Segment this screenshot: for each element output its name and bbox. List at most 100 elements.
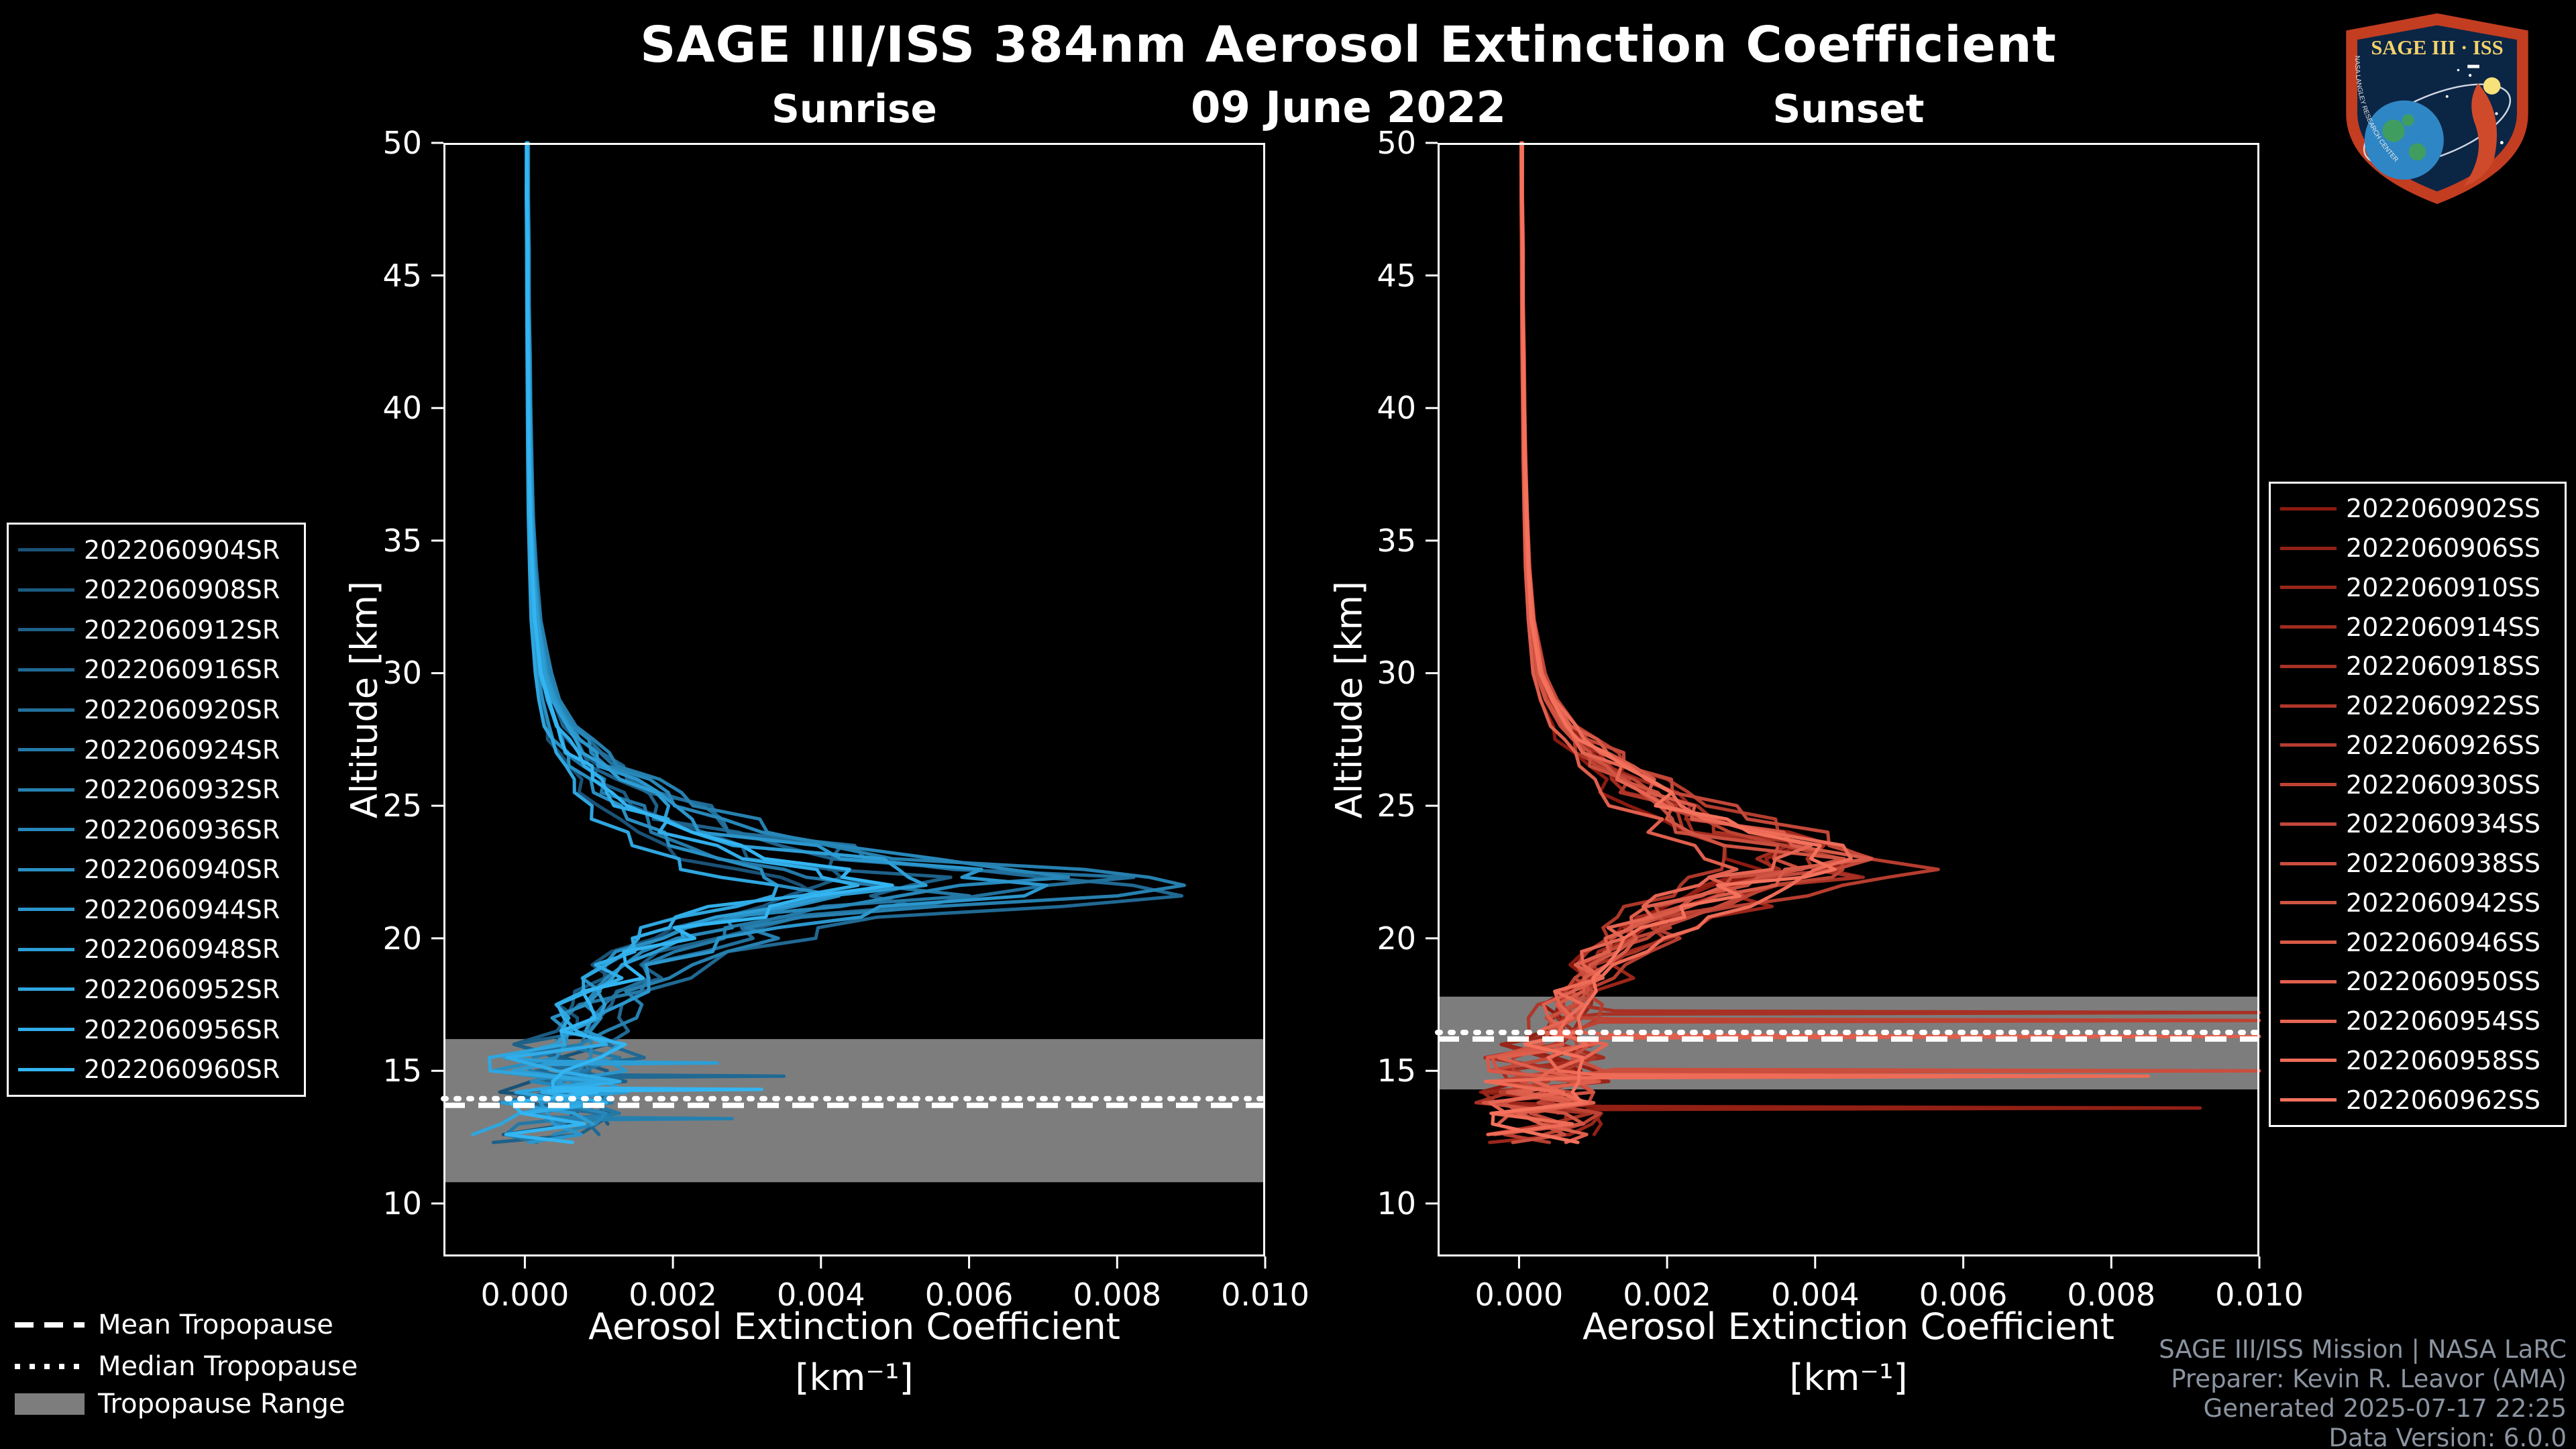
legend-item: 2022060958SS [2280,1046,2555,1075]
sunrise-plot-area: 0.000 0.002 0.004 0.006 0.008 0.010 10 15 20 25 30… [382,125,1309,1313]
legend-label: 2022060926SS [2346,730,2541,760]
legend-line-swatch [2280,1059,2337,1063]
profile-line [1481,141,1874,1144]
legend-label: 2022060946SS [2346,927,2541,957]
legend-line-swatch [2280,625,2337,629]
logo-iss [2467,64,2479,68]
legend-label: 2022060960SR [84,1055,280,1085]
sunset-plot-area: 0.000 0.002 0.004 0.006 0.008 0.010 10 15 20 25 30… [1377,125,2303,1313]
legend-item: 2022060918SS [2280,651,2555,681]
y-tick-label: 30 [382,655,422,692]
y-tick-label: 20 [1377,920,1416,957]
legend-label: 2022060906SS [2346,533,2541,564]
sage-iii-iss-mission-logo: SAGE III · ISS NASA LANGLEY RESEARCH CEN… [2346,13,2528,205]
legend-label: 2022060916SR [84,655,280,685]
legend-line-swatch [18,987,74,991]
y-tick-label: 15 [1377,1053,1416,1089]
legend-line-swatch [2280,704,2337,708]
sunset-panel-title: Sunset [1772,86,1925,131]
legend-label: 2022060930SS [2346,769,2541,800]
y-tick-label: 45 [382,257,422,294]
legend-mean-tropopause: Mean Tropopause [15,1309,333,1340]
legend-line-swatch [18,947,74,951]
legend-label: 2022060924SR [84,735,280,765]
legend-line-swatch [18,708,74,712]
x-tick-label: 0.004 [776,1277,865,1313]
legend-line-swatch [18,788,74,792]
credit-generated: Generated 2025-07-17 22:25 [2203,1394,2567,1423]
legend-label: 2022060962SS [2346,1085,2541,1115]
legend-item: 2022060932SR [18,775,294,804]
profile-line [1500,141,1790,1126]
legend-label: 2022060934SS [2346,809,2541,839]
sunrise-x-axis-unit: [km⁻¹] [795,1356,914,1399]
legend-label: 2022060950SS [2346,967,2541,997]
legend-label: 2022060944SR [84,894,280,924]
legend-line-swatch [18,828,74,832]
sunset-x-axis-label: Aerosol Extinction Coefficient [1582,1305,2114,1348]
profile-line [1497,141,2261,1144]
x-tick-label: 0.010 [2215,1277,2304,1313]
legend-item: 2022060950SS [2280,967,2555,996]
legend-label: 2022060956SR [84,1014,280,1044]
legend-item: 2022060922SS [2280,691,2555,720]
legend-label: 2022060902SS [2346,494,2541,524]
legend-line-swatch [18,588,74,592]
legend-label: 2022060938SS [2346,849,2541,879]
legend-label: 2022060958SS [2346,1045,2541,1075]
median-tropopause-label: Median Tropopause [98,1351,358,1382]
legend-item: 2022060920SR [18,695,294,724]
legend-line-swatch [2280,664,2337,668]
y-tick-label: 25 [1377,788,1416,824]
legend-item: 2022060926SS [2280,731,2555,760]
legend-item: 2022060962SS [2280,1085,2555,1115]
legend-item: 2022060912SR [18,615,294,645]
legend-line-swatch [18,1028,74,1032]
legend-label: 2022060918SS [2346,651,2541,682]
legend-item: 2022060916SR [18,655,294,684]
logo-earth [2364,100,2444,180]
sunset-chart-svg [1426,141,2262,1269]
profile-line [505,141,860,1116]
y-tick-label: 35 [382,522,422,559]
legend-label: 2022060936SR [84,814,280,845]
legend-item: 2022060938SS [2280,849,2555,878]
x-tick-label: 0.000 [480,1277,570,1313]
legend-line-swatch [2280,546,2337,550]
y-tick-label: 10 [382,1185,422,1222]
legend-label: 2022060954SS [2346,1006,2541,1036]
legend-line-swatch [18,908,74,912]
legend-line-swatch [18,667,74,672]
legend-line-swatch [2280,822,2337,826]
sunset-legend: 2022060902SS 2022060906SS 2022060910SS 2022… [2269,482,2567,1127]
legend-line-swatch [2280,979,2337,983]
profile-line [512,141,843,1126]
legend-tropopause-range: Tropopause Range [15,1389,345,1419]
figure-date: 09 June 2022 [1190,83,1507,133]
legend-line-swatch [2280,1019,2337,1023]
legend-label: 2022060922SS [2346,691,2541,721]
legend-label: 2022060940SR [84,855,280,885]
profile-line [491,141,953,1144]
legend-label: 2022060910SS [2346,572,2541,602]
legend-item: 2022060956SR [18,1015,294,1044]
y-tick-label: 25 [382,788,422,824]
y-tick-label: 45 [1377,257,1416,294]
legend-line-swatch [2280,783,2337,787]
sunrise-legend: 2022060904SR 2022060908SR 2022060912SR 2022… [7,523,306,1097]
x-tick-label: 0.006 [1919,1277,2008,1313]
x-tick-label: 0.006 [924,1277,1014,1313]
legend-label: 2022060942SS [2346,888,2541,918]
y-tick-label: 40 [382,390,422,427]
y-tick-label: 10 [1377,1185,1416,1222]
x-tick-label: 0.004 [1770,1277,1860,1313]
sunrise-chart-svg [431,141,1268,1269]
legend-label: 2022060952SR [84,974,280,1004]
legend-item: 2022060960SR [18,1055,294,1084]
profile-line [1488,141,1875,1126]
profile-line [471,141,779,1136]
y-tick-label: 50 [382,125,422,161]
figure-title: SAGE III/ISS 384nm Aerosol Extinction Co… [640,16,2057,74]
legend-item: 2022060902SS [2280,494,2555,523]
x-tick-label: 0.008 [1073,1277,1162,1313]
